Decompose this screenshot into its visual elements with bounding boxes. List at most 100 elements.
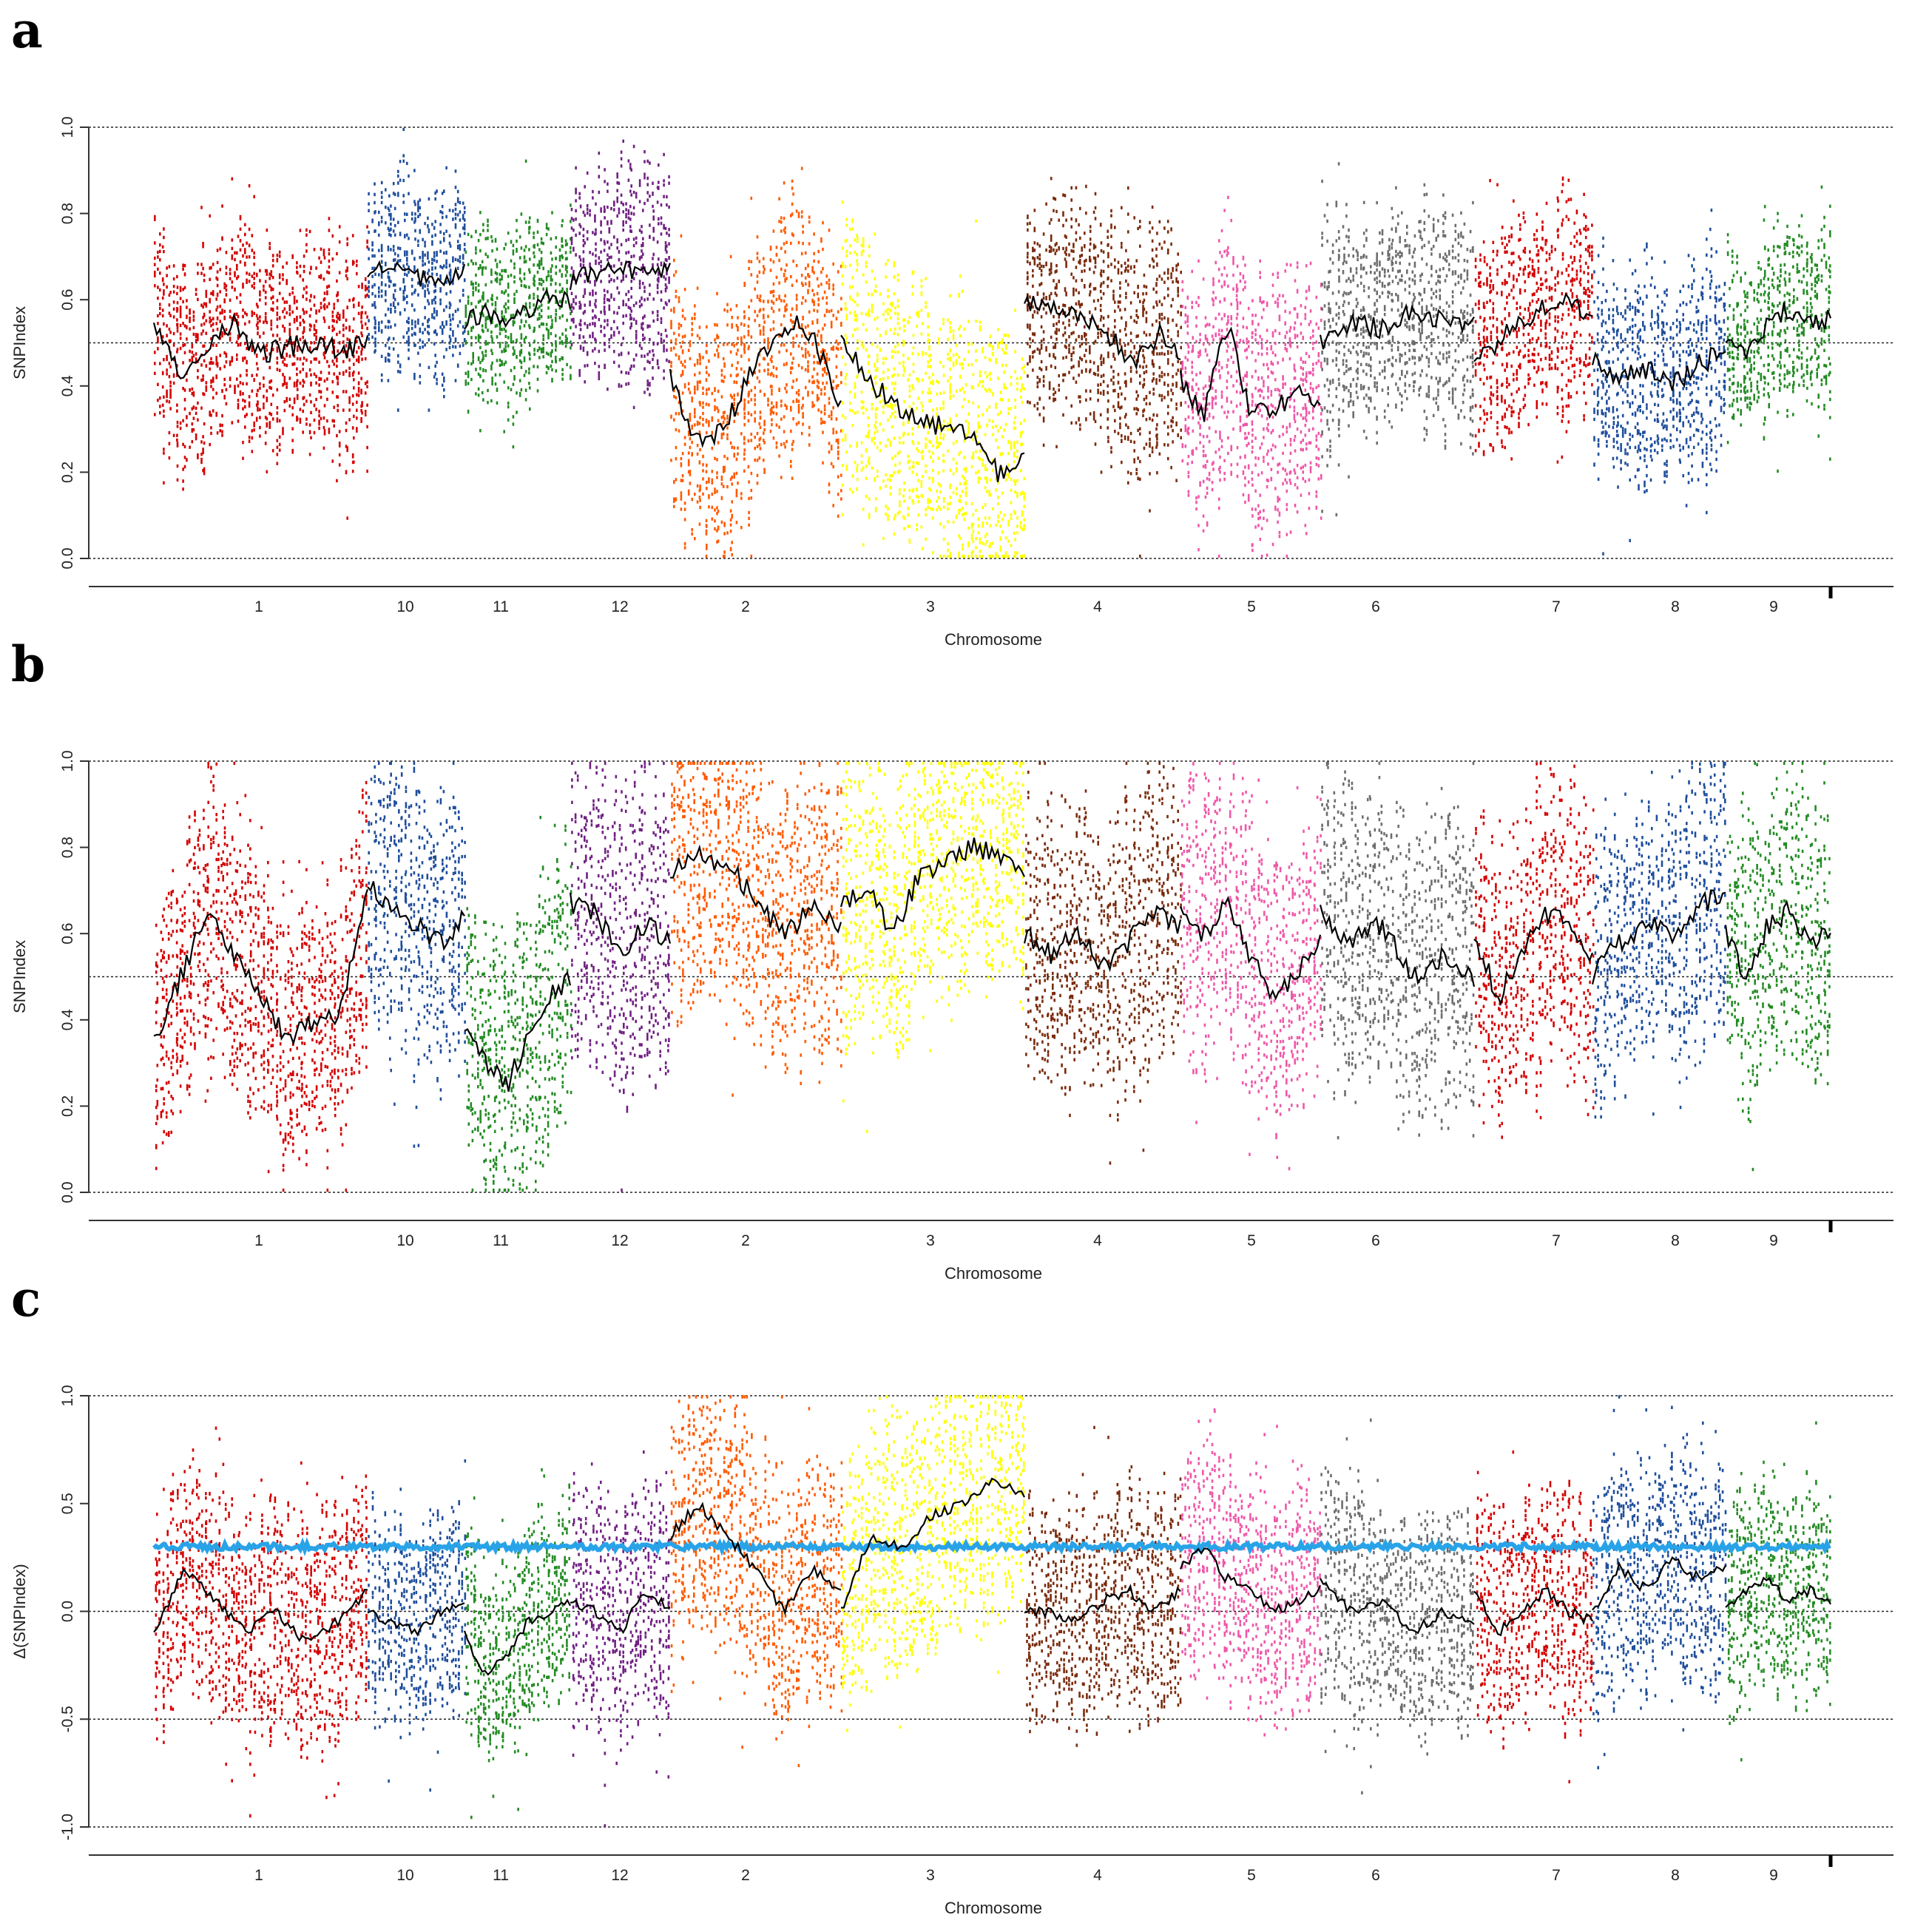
chromosome-10-scatter: [368, 761, 466, 1148]
x-tick-label: 2: [741, 1867, 750, 1884]
chromosome-5-trend: [1179, 896, 1322, 1001]
x-tick-label: 4: [1093, 1867, 1102, 1884]
chromosome-5-trend: [1179, 326, 1321, 422]
x-tick-label: 10: [396, 1232, 413, 1249]
y-tick-label: 0.6: [59, 289, 76, 311]
chromosome-4-scatter: [1025, 761, 1182, 1165]
chromosome-11-scatter: [465, 1468, 570, 1820]
y-tick-label: 0.6: [59, 923, 76, 945]
panel-b: b 0.0 0.2 0.4 0.6 0.8 1.0 SNPIndex 1 10 11 12 2 3 4 5 6 7…: [10, 635, 1894, 1283]
chromosome-2-scatter: [670, 166, 842, 558]
chromosome-9-trend: [1725, 1576, 1831, 1608]
chromosome-12-scatter: [570, 139, 670, 410]
y-axis-title: SNPIndex: [10, 940, 29, 1013]
chromosome-11-points: [465, 1468, 570, 1820]
chromosome-6-trend: [1320, 1578, 1475, 1635]
chromosome-1-scatter: [155, 761, 368, 1192]
x-tick-label: 5: [1247, 1867, 1256, 1884]
chromosome-11-points: [466, 816, 572, 1192]
x-tick-label: 1: [254, 1232, 263, 1249]
y-axis-title: SNPIndex: [10, 306, 29, 379]
chromosome-5-scatter: [1180, 761, 1322, 1171]
y-tick-label: 0.4: [59, 1009, 76, 1031]
x-tick-label: 4: [1093, 1232, 1102, 1249]
y-tick-label: 1.0: [59, 750, 76, 771]
x-tick-label: 7: [1552, 1232, 1561, 1249]
chromosome-11-trend: [464, 288, 572, 330]
chromosome-11-scatter: [466, 816, 572, 1192]
threshold-line: [152, 1537, 1831, 1557]
chromosome-1-scatter: [154, 177, 368, 520]
chromosome-5-trend: [1179, 1547, 1322, 1613]
chromosome-3-scatter: [842, 1395, 1025, 1732]
x-tick-label: 7: [1552, 598, 1561, 615]
y-tick-label: 0.0: [59, 547, 76, 569]
chromosome-12-points: [572, 1450, 670, 1828]
chromosome-8-trend: [1591, 889, 1726, 984]
y-tick-label: 0.0: [59, 1601, 76, 1622]
chromosome-11-scatter: [465, 159, 572, 449]
chromosome-10-scatter: [368, 1459, 467, 1792]
chromosome-12-points: [571, 761, 670, 1192]
x-tick-label: 11: [493, 1232, 509, 1249]
chromosome-7-points: [1476, 1450, 1593, 1783]
chromosome-7-trend: [1473, 1587, 1593, 1637]
chromosome-7-trend: [1473, 906, 1594, 1006]
chromosome-6-points: [1321, 761, 1475, 1140]
chromosome-12-scatter: [572, 1450, 670, 1828]
chromosome-10-trend: [367, 260, 466, 287]
chromosome-9-trend: [1725, 302, 1832, 359]
y-tick-label: 0.2: [59, 1095, 76, 1117]
chromosome-12-scatter: [571, 761, 670, 1192]
x-tick-label: 8: [1671, 598, 1680, 615]
chromosome-6-scatter: [1321, 761, 1475, 1140]
chromosome-7-scatter: [1475, 761, 1595, 1139]
chromosome-1-points: [154, 177, 368, 520]
chromosome-5-points: [1181, 195, 1322, 558]
chromosome-8-trend: [1592, 1556, 1726, 1611]
chromosome-12-trend: [569, 892, 672, 956]
chromosome-6-trend: [1319, 905, 1476, 987]
x-axis-title: Chromosome: [945, 1264, 1042, 1283]
chromosome-5-points: [1181, 1408, 1321, 1737]
x-tick-label: 8: [1671, 1232, 1680, 1249]
x-tick-label: 6: [1371, 1867, 1380, 1884]
x-tick-label: 5: [1247, 598, 1256, 615]
x-tick-label: 10: [396, 1867, 413, 1884]
chromosome-6-points: [1321, 162, 1474, 517]
chromosome-4-points: [1026, 177, 1182, 558]
chromosome-2-trend: [669, 844, 842, 939]
chromosome-8-scatter: [1593, 209, 1726, 555]
y-tick-label: 0.0: [59, 1181, 76, 1203]
panel-letter: b: [11, 635, 45, 693]
chromosome-1-trend: [153, 889, 369, 1047]
y-axis-title: Δ(SNPIndex): [10, 1564, 29, 1658]
chromosome-5-points: [1180, 761, 1322, 1171]
chromosome-2-trend: [669, 315, 842, 448]
chromosome-4-trend: [1024, 1584, 1181, 1624]
chromosome-10-points: [368, 1459, 467, 1792]
chromosome-3-points: [842, 1395, 1025, 1732]
chromosome-1-trend: [152, 312, 369, 379]
chromosome-9-scatter: [1726, 185, 1831, 473]
chromosome-9-scatter: [1726, 761, 1831, 1172]
x-tick-label: 1: [254, 598, 263, 615]
chromosome-10-trend: [367, 1602, 465, 1637]
y-tick-label: -0.5: [59, 1706, 76, 1732]
chromosome-2-scatter: [671, 761, 842, 1097]
x-tick-label: 9: [1769, 1232, 1778, 1249]
chromosome-8-points: [1593, 209, 1726, 555]
chromosome-7-scatter: [1476, 1450, 1593, 1783]
x-tick-label: 9: [1769, 598, 1778, 615]
x-axis-title: Chromosome: [945, 1899, 1042, 1917]
chromosome-5-scatter: [1181, 1408, 1321, 1737]
chromosome-8-scatter: [1592, 1395, 1727, 1769]
y-tick-label: 0.2: [59, 462, 76, 483]
chromosome-2-points: [670, 1395, 843, 1768]
chromosome-3-trend: [840, 334, 1025, 482]
chromosome-8-points: [1594, 761, 1726, 1119]
chromosome-2-scatter: [670, 1395, 843, 1768]
chromosome-6-points: [1320, 1418, 1474, 1794]
panel-a: a 0.0 0.2 0.4 0.6 0.8 1.0 SNPIndex 1 10 11 12 2 3 4 5 6 7…: [10, 1, 1894, 649]
chromosome-3-points: [842, 761, 1024, 1133]
